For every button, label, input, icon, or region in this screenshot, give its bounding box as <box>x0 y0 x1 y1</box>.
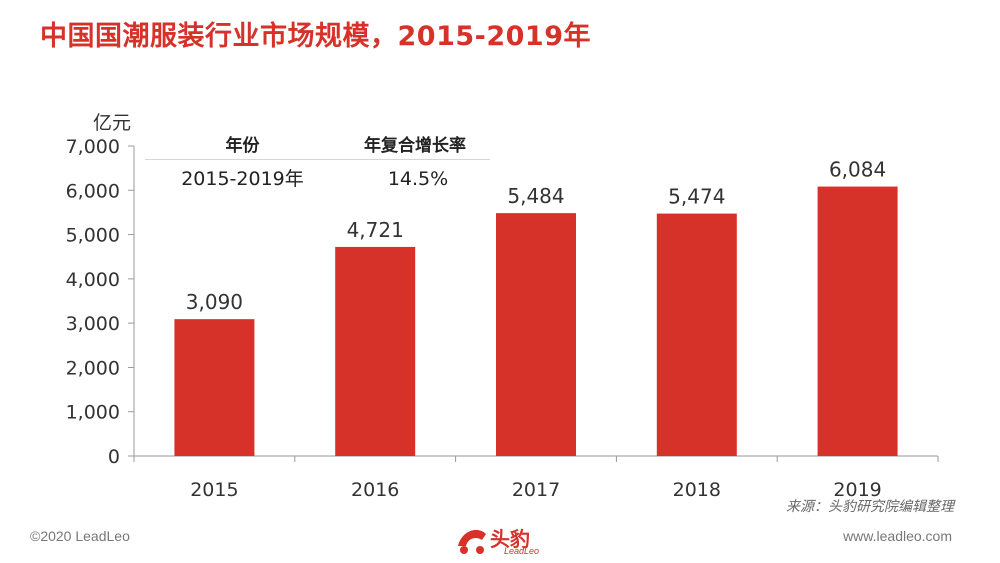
source-note: 来源：头豹研究院编辑整理 <box>786 499 954 515</box>
x-tick-label: 2015 <box>190 479 238 501</box>
cagr-table-header: 年份 年复合增长率 <box>145 133 490 160</box>
cagr-table-row: 2015-2019年 14.5% <box>145 160 490 198</box>
bar-value-label: 6,084 <box>829 158 886 182</box>
bar <box>496 213 576 456</box>
cagr-header-year: 年份 <box>225 136 260 156</box>
leadleo-logo-icon <box>458 530 486 554</box>
bar <box>817 186 898 456</box>
bar-value-label: 3,090 <box>186 290 243 314</box>
cagr-header-rate: 年复合增长率 <box>364 136 466 156</box>
logo-subtext: LeadLeo <box>504 546 540 556</box>
x-tick-label: 2017 <box>512 479 560 501</box>
bar <box>656 213 737 456</box>
cagr-table: 年份 年复合增长率 2015-2019年 14.5% <box>145 133 490 198</box>
y-tick-label: 2,000 <box>66 357 120 379</box>
bar-value-label: 5,474 <box>668 185 725 209</box>
y-tick-label: 3,000 <box>66 313 120 335</box>
bar <box>335 246 416 456</box>
cagr-rate: 14.5% <box>387 168 449 190</box>
y-tick-label: 5,000 <box>66 225 120 247</box>
y-tick-label: 1,000 <box>66 402 120 424</box>
chart-title: 中国国潮服装行业市场规模，2015-2019年 <box>40 21 591 52</box>
copyright-text: ©2020 LeadLeo <box>30 528 130 544</box>
bar-value-label: 4,721 <box>347 218 404 242</box>
y-tick-label: 7,000 <box>66 136 120 158</box>
y-tick-label: 4,000 <box>66 269 120 291</box>
x-tick-label: 2016 <box>351 479 399 501</box>
bar <box>174 319 255 456</box>
website-text: www.leadleo.com <box>843 528 952 544</box>
y-axis-unit-label: 亿元 <box>93 112 132 134</box>
x-tick-label: 2019 <box>833 479 881 501</box>
cagr-period: 2015-2019年 <box>181 168 304 190</box>
x-tick-label: 2018 <box>673 479 721 501</box>
bar-value-label: 5,484 <box>507 184 564 208</box>
logo-text: 头豹 <box>490 527 530 551</box>
y-tick-label: 6,000 <box>66 180 120 202</box>
y-tick-label: 0 <box>108 446 120 468</box>
